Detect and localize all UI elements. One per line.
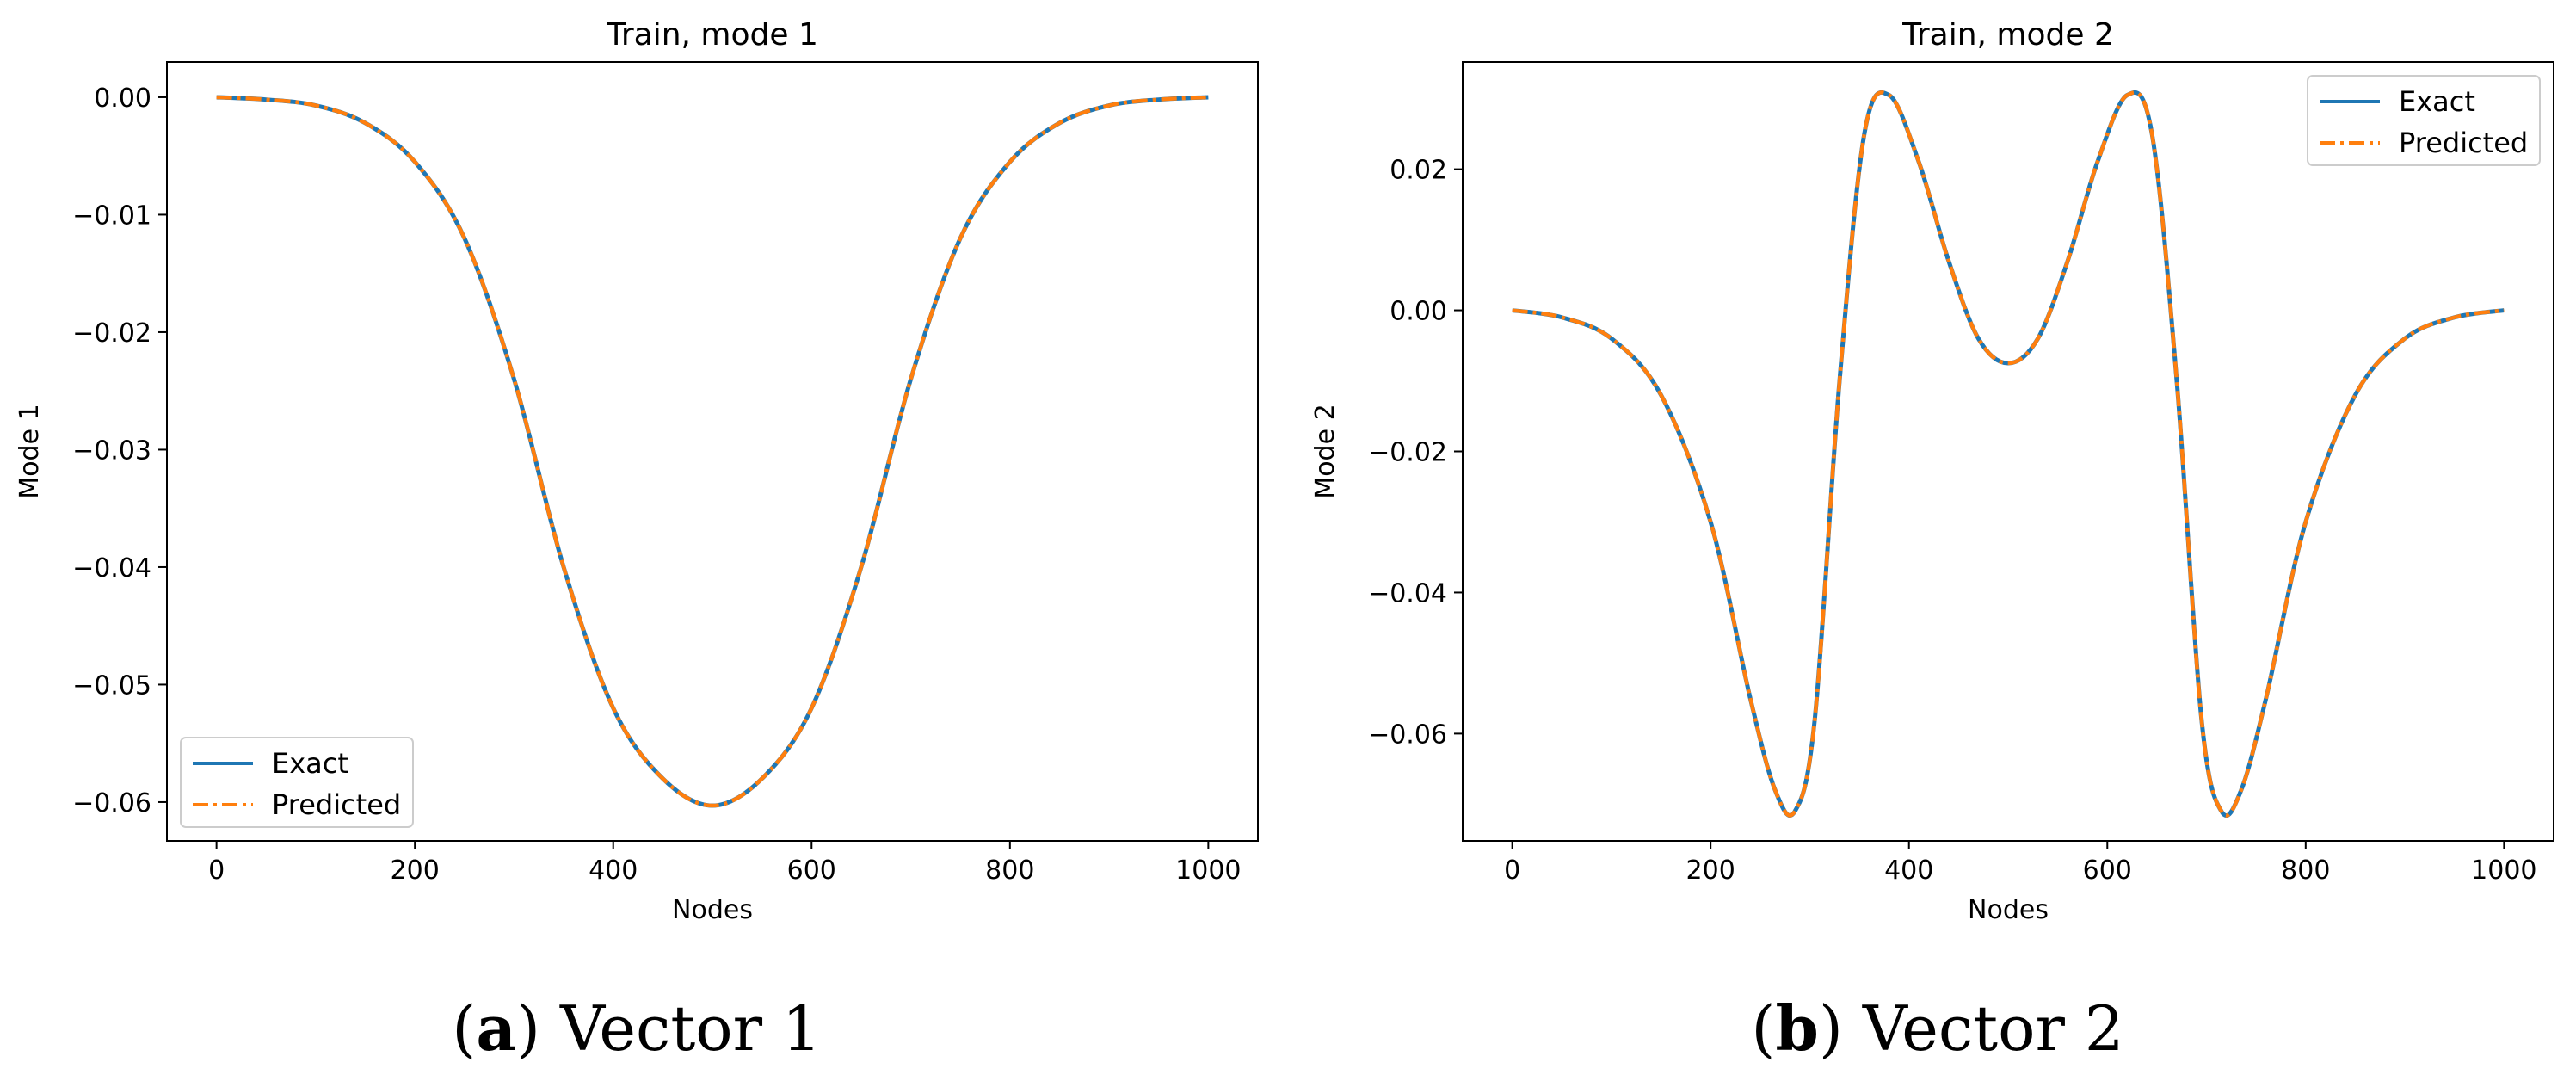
legend-box — [2307, 75, 2541, 166]
x-tick-label: 200 — [391, 855, 440, 886]
y-tick-label: −0.01 — [72, 201, 151, 231]
y-tick-label: −0.03 — [72, 435, 151, 466]
series-line-predicted — [216, 95, 1209, 808]
legend: Exact Predicted — [2307, 75, 2541, 166]
x-tick-label: 800 — [985, 855, 1034, 886]
legend-label: Exact — [2399, 85, 2475, 118]
x-tick-label: 600 — [2083, 855, 2132, 886]
series-line-predicted — [1512, 90, 2505, 818]
y-axis-ticks: 0.00 −0.01 −0.02 −0.03 −0.04 −0.05 −0.06 — [72, 83, 167, 818]
y-tick-label: −0.04 — [72, 553, 151, 584]
plot-lines — [1512, 90, 2505, 818]
chart-title: Train, mode 2 — [1901, 17, 2114, 52]
legend-label: Predicted — [272, 788, 401, 821]
caption-a: (a) Vector 1 — [452, 991, 821, 1065]
y-tick-label: −0.02 — [1368, 438, 1447, 468]
x-tick-label: 0 — [1504, 855, 1520, 886]
y-axis-label: Mode 2 — [1310, 404, 1340, 498]
x-tick-label: 0 — [208, 855, 225, 886]
y-axis-ticks: 0.02 0.00 −0.02 −0.04 −0.06 — [1368, 156, 1463, 750]
y-tick-label: −0.02 — [72, 318, 151, 349]
x-tick-label: 400 — [1884, 855, 1933, 886]
plot-lines — [216, 95, 1209, 808]
x-tick-label: 200 — [1686, 855, 1735, 886]
y-tick-label: 0.02 — [1390, 156, 1447, 186]
x-axis-ticks: 0 200 400 600 800 1000 — [208, 841, 1242, 886]
x-axis-label: Nodes — [1968, 895, 2049, 925]
y-tick-label: −0.04 — [1368, 578, 1447, 608]
x-tick-label: 1000 — [1175, 855, 1241, 886]
y-tick-label: 0.00 — [1390, 297, 1447, 327]
x-tick-label: 1000 — [2471, 855, 2536, 886]
y-tick-label: −0.06 — [1368, 720, 1447, 750]
plot-frame — [166, 61, 1259, 842]
x-tick-label: 400 — [589, 855, 638, 886]
x-tick-label: 600 — [787, 855, 836, 886]
caption-text: Vector 2 — [1843, 992, 2124, 1065]
caption-text: Vector 1 — [540, 992, 822, 1065]
x-tick-label: 800 — [2281, 855, 2330, 886]
caption-b: (b) Vector 2 — [1751, 991, 2123, 1065]
y-tick-label: 0.00 — [94, 83, 151, 114]
panel-mode-1: Train, mode 1 0 200 400 600 800 1000 0.00 −0.0… — [15, 17, 1259, 925]
y-tick-label: −0.05 — [72, 670, 151, 701]
chart-title: Train, mode 1 — [606, 17, 818, 52]
legend-label: Predicted — [2399, 127, 2528, 159]
y-tick-label: −0.06 — [72, 788, 151, 818]
x-axis-label: Nodes — [672, 895, 753, 925]
caption-label: b — [1776, 991, 1819, 1065]
legend-label: Exact — [272, 747, 348, 780]
y-axis-label: Mode 1 — [15, 404, 45, 498]
panel-mode-2: Train, mode 2 0 200 400 600 800 1000 0.02 0.00… — [1310, 17, 2554, 925]
caption-label: a — [476, 991, 516, 1065]
legend-box — [180, 737, 414, 828]
legend: Exact Predicted — [180, 737, 414, 828]
series-line-exact — [1512, 90, 2505, 818]
x-axis-ticks: 0 200 400 600 800 1000 — [1504, 841, 2537, 886]
series-line-exact — [216, 95, 1209, 808]
plot-frame — [1462, 61, 2554, 842]
